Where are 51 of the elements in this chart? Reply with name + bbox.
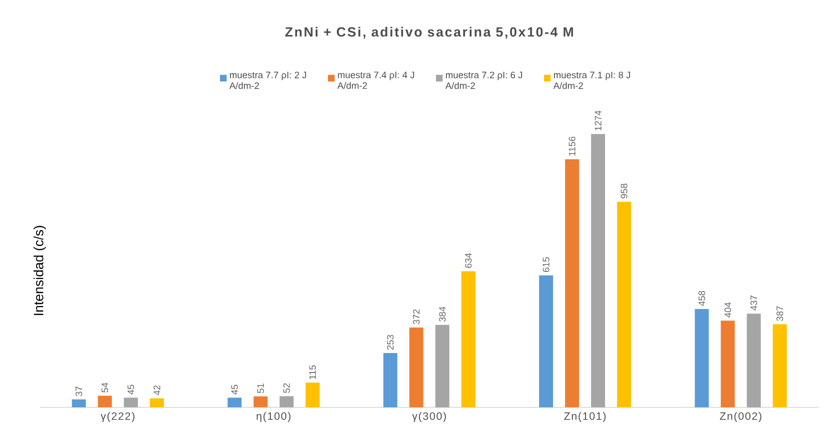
bar xyxy=(150,398,164,408)
data-label: 54 xyxy=(102,382,108,392)
bar xyxy=(254,396,268,408)
bar xyxy=(539,275,554,408)
chart-title: ZnNi + CSi, aditivo sacarina 5,0x10-4 M xyxy=(285,26,573,39)
bar xyxy=(383,353,398,408)
legend-label: muestra 7.7 ρI: 2 J A/dm-2 xyxy=(229,72,306,89)
data-label: 404 xyxy=(724,302,732,318)
data-label: 51 xyxy=(257,384,264,394)
data-label: 253 xyxy=(387,334,394,350)
y-axis-title: Intensidad (c/s) xyxy=(34,226,46,315)
bar xyxy=(98,396,112,408)
bar xyxy=(694,309,709,408)
bar xyxy=(306,382,320,408)
data-label: 372 xyxy=(413,309,420,324)
data-label: 458 xyxy=(698,290,706,306)
data-label: 634 xyxy=(465,253,472,268)
data-label: 45 xyxy=(128,384,134,395)
legend-label: muestra 7.2 ρI: 6 J A/dm-2 xyxy=(445,72,522,89)
bar xyxy=(591,134,606,408)
bar xyxy=(772,324,787,408)
legend-label: muestra 7.1 ρI: 8 J A/dm-2 xyxy=(553,72,630,89)
x-tick-label: γ(222) xyxy=(100,412,134,422)
bar xyxy=(435,324,450,408)
x-tick-label: Zn(002) xyxy=(720,412,762,422)
data-label: 115 xyxy=(309,365,316,379)
data-label: 1156 xyxy=(568,136,576,156)
x-tick-label: Zn(101) xyxy=(564,412,606,422)
x-tick-label: γ(300) xyxy=(412,412,446,422)
bar xyxy=(228,398,242,408)
bar xyxy=(565,159,580,408)
data-label: 387 xyxy=(776,306,784,321)
data-label: 615 xyxy=(542,257,550,272)
bar xyxy=(72,399,86,408)
data-label: 958 xyxy=(620,184,628,198)
data-label: 37 xyxy=(76,386,82,396)
bar xyxy=(617,202,632,408)
x-tick-label: η(100) xyxy=(256,412,290,422)
bar xyxy=(461,271,476,408)
data-label: 42 xyxy=(154,385,160,396)
data-label: 384 xyxy=(439,306,446,322)
bar xyxy=(124,398,138,408)
data-label: 437 xyxy=(750,296,758,310)
bar xyxy=(720,320,735,408)
bar xyxy=(409,328,424,408)
legend-label: muestra 7.4 ρI: 4 J A/dm-2 xyxy=(337,72,414,89)
bar xyxy=(280,396,294,408)
data-label: 1274 xyxy=(594,110,602,130)
bar xyxy=(746,314,761,408)
data-label: 52 xyxy=(283,383,290,393)
data-label: 45 xyxy=(231,384,238,395)
